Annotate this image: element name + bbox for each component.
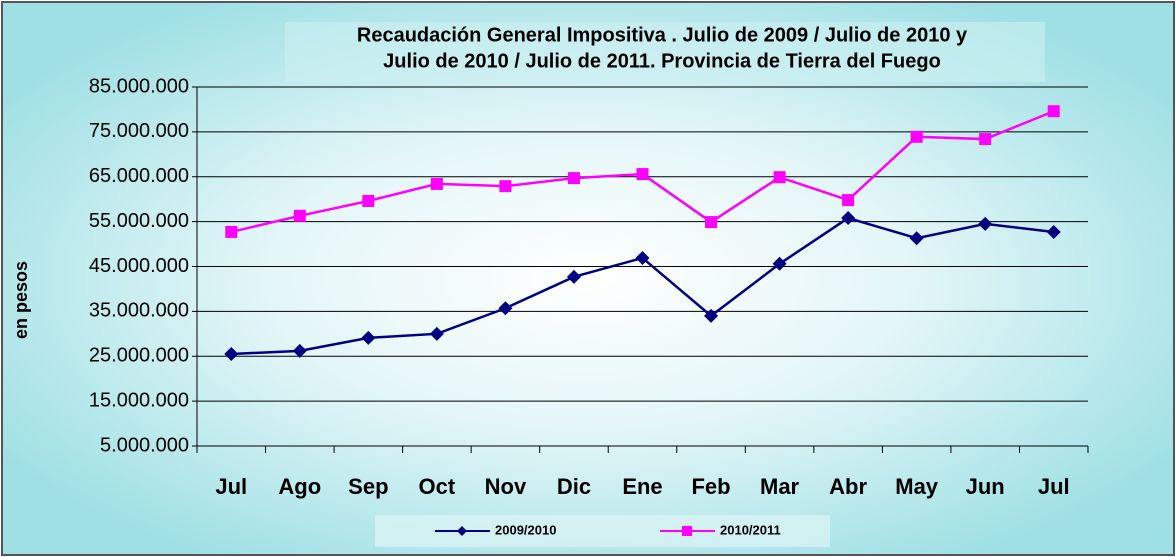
data-point <box>498 301 513 316</box>
data-point <box>361 330 376 345</box>
y-tick-label: 65.000.000 <box>89 165 189 187</box>
data-point <box>842 194 855 207</box>
data-point <box>429 326 444 341</box>
data-point <box>978 216 993 231</box>
x-tick-label: Ago <box>278 474 321 499</box>
legend-marker <box>682 526 692 536</box>
data-point <box>499 180 512 193</box>
y-axis-label: en pesos <box>11 261 31 339</box>
x-tick-label: Feb <box>691 474 730 499</box>
legend-label: 2009/2010 <box>495 522 556 537</box>
data-point <box>224 347 239 362</box>
data-point <box>1047 105 1060 118</box>
data-point <box>841 211 856 226</box>
data-point <box>636 168 649 181</box>
data-point <box>772 256 787 271</box>
x-tick-label: Abr <box>829 474 867 499</box>
data-point <box>292 343 307 358</box>
chart-title: Recaudación General Impositiva . Julio d… <box>357 24 968 46</box>
data-point <box>910 130 923 143</box>
data-point <box>566 269 581 284</box>
data-point <box>909 231 924 246</box>
x-tick-label: Oct <box>419 474 456 499</box>
data-point <box>567 172 580 185</box>
legend-label: 2010/2011 <box>720 522 781 537</box>
y-tick-label: 5.000.000 <box>100 434 189 456</box>
title-box <box>285 22 1045 82</box>
data-point <box>705 216 718 229</box>
y-tick-label: 55.000.000 <box>89 210 189 232</box>
y-tick-label: 15.000.000 <box>89 389 189 411</box>
data-point <box>979 133 992 146</box>
y-tick-label: 85.000.000 <box>89 75 189 97</box>
x-tick-label: Ene <box>622 474 662 499</box>
x-tick-label: Nov <box>485 474 527 499</box>
x-tick-label: May <box>895 474 939 499</box>
chart-title: Julio de 2010 / Julio de 2011. Provincia… <box>383 50 941 72</box>
data-point <box>225 225 238 238</box>
data-point <box>704 308 719 323</box>
data-point <box>773 171 786 184</box>
x-tick-label: Sep <box>348 474 388 499</box>
data-point <box>430 177 443 190</box>
y-tick-label: 35.000.000 <box>89 300 189 322</box>
data-point <box>293 209 306 222</box>
y-tick-label: 25.000.000 <box>89 345 189 367</box>
y-tick-label: 75.000.000 <box>89 120 189 142</box>
data-point <box>1046 224 1061 239</box>
x-tick-label: Dic <box>557 474 591 499</box>
x-tick-label: Jul <box>1038 474 1070 499</box>
x-tick-label: Jun <box>966 474 1005 499</box>
data-point <box>362 194 375 207</box>
x-tick-label: Jul <box>215 474 247 499</box>
legend-marker <box>457 526 467 536</box>
data-point <box>635 250 650 265</box>
y-tick-label: 45.000.000 <box>89 255 189 277</box>
x-tick-label: Mar <box>760 474 800 499</box>
